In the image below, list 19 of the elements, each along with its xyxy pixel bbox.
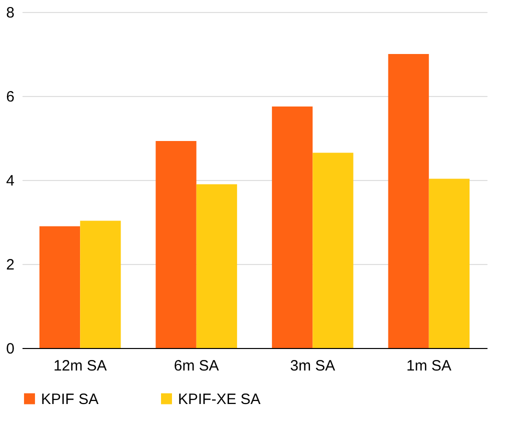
y-tick-label: 8 [6,4,14,22]
bar [272,106,313,348]
x-tick-label: 1m SA [406,358,452,374]
y-tick-label: 2 [6,256,14,274]
x-tick-label: 3m SA [290,358,336,374]
bar [39,226,80,348]
bar [428,178,470,348]
y-tick-label: 0 [6,340,14,358]
y-tick-label: 4 [6,172,14,190]
bar [312,152,354,348]
x-tick-label: 12m SA [53,358,107,374]
legend-label: KPIF-XE SA [178,390,261,408]
bar [388,54,429,348]
legend-label: KPIF SA [41,390,99,408]
bar [80,220,121,348]
y-tick-label: 6 [6,88,14,106]
x-tick-label: 6m SA [174,358,219,374]
bar [196,184,238,348]
bar [156,140,196,348]
